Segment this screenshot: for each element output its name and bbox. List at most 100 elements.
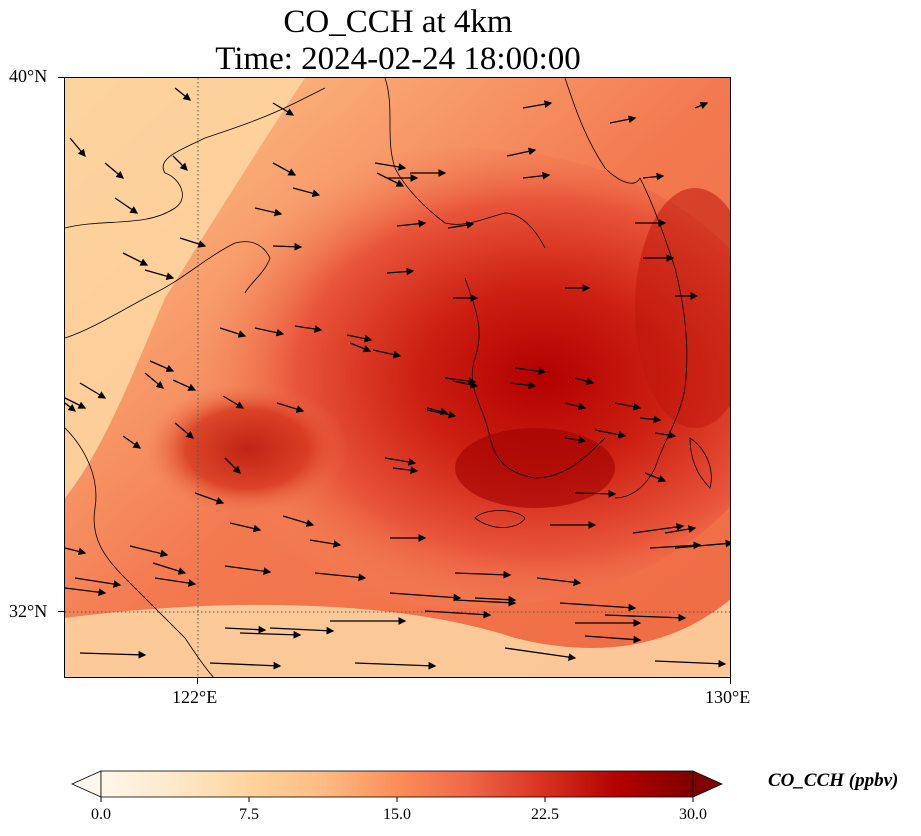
wind-vector-arrow <box>224 457 241 474</box>
wind-vector-arrow <box>609 115 637 124</box>
gridlines <box>65 78 730 677</box>
wind-vector-arrow <box>122 252 149 266</box>
wind-vector-arrow <box>154 577 197 587</box>
wind-vectors <box>65 87 730 670</box>
wind-vector-arrow <box>604 613 687 622</box>
wind-vector-arrow <box>269 626 335 635</box>
colorbar-extend-min <box>71 770 102 798</box>
map-subtitle-time: Time: 2024-02-24 18:00:00 <box>215 41 581 77</box>
wind-vector-arrow <box>254 207 283 217</box>
wind-vector-arrow <box>349 342 372 353</box>
lon-tick-122E: 122°E <box>172 687 218 707</box>
colorbar-ticks <box>100 797 694 802</box>
map-canvas <box>65 78 730 677</box>
wind-vector-arrow <box>179 237 207 248</box>
wind-vector-arrow <box>65 587 107 597</box>
wind-vector-arrow <box>292 187 321 198</box>
colorbar-tick-1: 7.5 <box>239 806 259 823</box>
wind-vector-arrow <box>272 102 295 116</box>
wind-vector-arrow <box>172 379 197 391</box>
wind-vector-arrow <box>374 162 407 171</box>
wind-vector-arrow <box>129 545 169 558</box>
wind-vector-arrow <box>172 155 188 171</box>
wind-vector-arrow <box>426 407 449 416</box>
high-concentration-west-core <box>145 328 485 548</box>
wind-vector-arrow <box>522 171 551 180</box>
wind-vector-arrow <box>79 382 107 399</box>
wind-vector-arrow <box>426 409 457 419</box>
tickmark-32N <box>58 611 64 612</box>
northeast-high-patch <box>635 188 730 428</box>
colorbar-body <box>100 770 694 798</box>
wind-vector-arrow <box>309 539 342 548</box>
wind-vector-arrow <box>194 492 225 505</box>
wind-vector-arrow <box>114 197 139 214</box>
wind-vector-arrow <box>65 547 87 556</box>
lon-tick-130E: 130°E <box>705 687 751 707</box>
wind-vector-arrow <box>314 572 367 582</box>
wind-vector-arrow <box>294 325 323 333</box>
wind-vector-arrow <box>654 659 727 668</box>
wind-vector-arrow <box>642 172 665 181</box>
wind-vector-arrow <box>424 610 492 619</box>
wind-vector-arrow <box>65 402 77 412</box>
colorbar-extend-max <box>692 770 723 798</box>
wind-vector-arrow <box>144 269 175 280</box>
wind-vector-arrow <box>594 429 627 439</box>
wind-vector-arrow <box>209 661 282 670</box>
wind-vector-arrow <box>272 162 297 176</box>
wind-vector-arrow <box>65 397 87 409</box>
wind-vector-arrow <box>354 661 437 670</box>
wind-vector-arrow <box>224 565 272 576</box>
wind-vector-arrow <box>522 100 553 109</box>
lat-tick-32N: 32°N <box>9 601 48 621</box>
wind-vector-arrow <box>644 472 667 483</box>
colorbar-tick-3: 22.5 <box>531 806 559 823</box>
wind-vector-arrow <box>574 489 617 498</box>
wind-vector-arrow <box>149 360 175 372</box>
tickmark-122E <box>197 678 198 684</box>
wind-vector-arrow <box>559 602 637 612</box>
wind-vector-arrow <box>444 377 477 386</box>
wind-vector-arrow <box>454 570 512 579</box>
wind-vector-arrow <box>654 431 677 439</box>
wind-vector-arrow <box>239 630 302 639</box>
map-title: CO_CCH at 4km <box>283 4 513 40</box>
low-concentration-south-band <box>65 599 730 677</box>
wind-vector-arrow <box>632 523 685 534</box>
wind-vector-arrow <box>614 402 642 411</box>
wind-vector-arrow <box>564 402 587 411</box>
wind-vector-arrow <box>664 525 697 534</box>
wind-vector-arrow <box>122 435 142 449</box>
wind-vector-arrow <box>346 334 373 343</box>
wind-vector-arrow <box>174 422 194 439</box>
wind-vector-arrow <box>229 522 262 533</box>
wind-vector-arrow <box>392 466 419 475</box>
lat-tick-40N: 40°N <box>9 66 48 86</box>
wind-vector-arrow <box>254 327 285 337</box>
wind-vector-arrow <box>649 541 702 550</box>
colorbar-title: CO_CCH (ppbv) <box>768 770 899 791</box>
wind-vector-arrow <box>506 147 537 157</box>
wind-vector-arrow <box>282 515 315 527</box>
wind-vector-arrow <box>376 172 405 187</box>
wind-vector-arrow <box>372 349 402 359</box>
wind-vector-arrow <box>389 592 462 602</box>
wind-vector-arrow <box>639 415 662 424</box>
wind-vector-arrow <box>272 242 303 251</box>
wind-vector-arrow <box>564 436 587 444</box>
wind-vector-arrow <box>536 577 582 587</box>
wind-vector-arrow <box>104 162 124 179</box>
wind-vector-arrow <box>144 372 164 389</box>
wind-vector-arrow <box>152 562 187 575</box>
tickmark-130E <box>730 678 731 684</box>
wind-vector-arrow <box>454 598 517 607</box>
wind-vector-arrow <box>452 380 479 389</box>
peak-concentration-spot <box>455 428 615 508</box>
wind-vector-arrow <box>222 395 245 409</box>
wind-vector-arrow <box>514 367 547 376</box>
wind-vector-arrow <box>504 647 577 661</box>
wind-vector-arrow <box>396 219 427 228</box>
wind-vector-arrow <box>386 267 415 276</box>
wind-vector-arrow <box>74 577 122 588</box>
